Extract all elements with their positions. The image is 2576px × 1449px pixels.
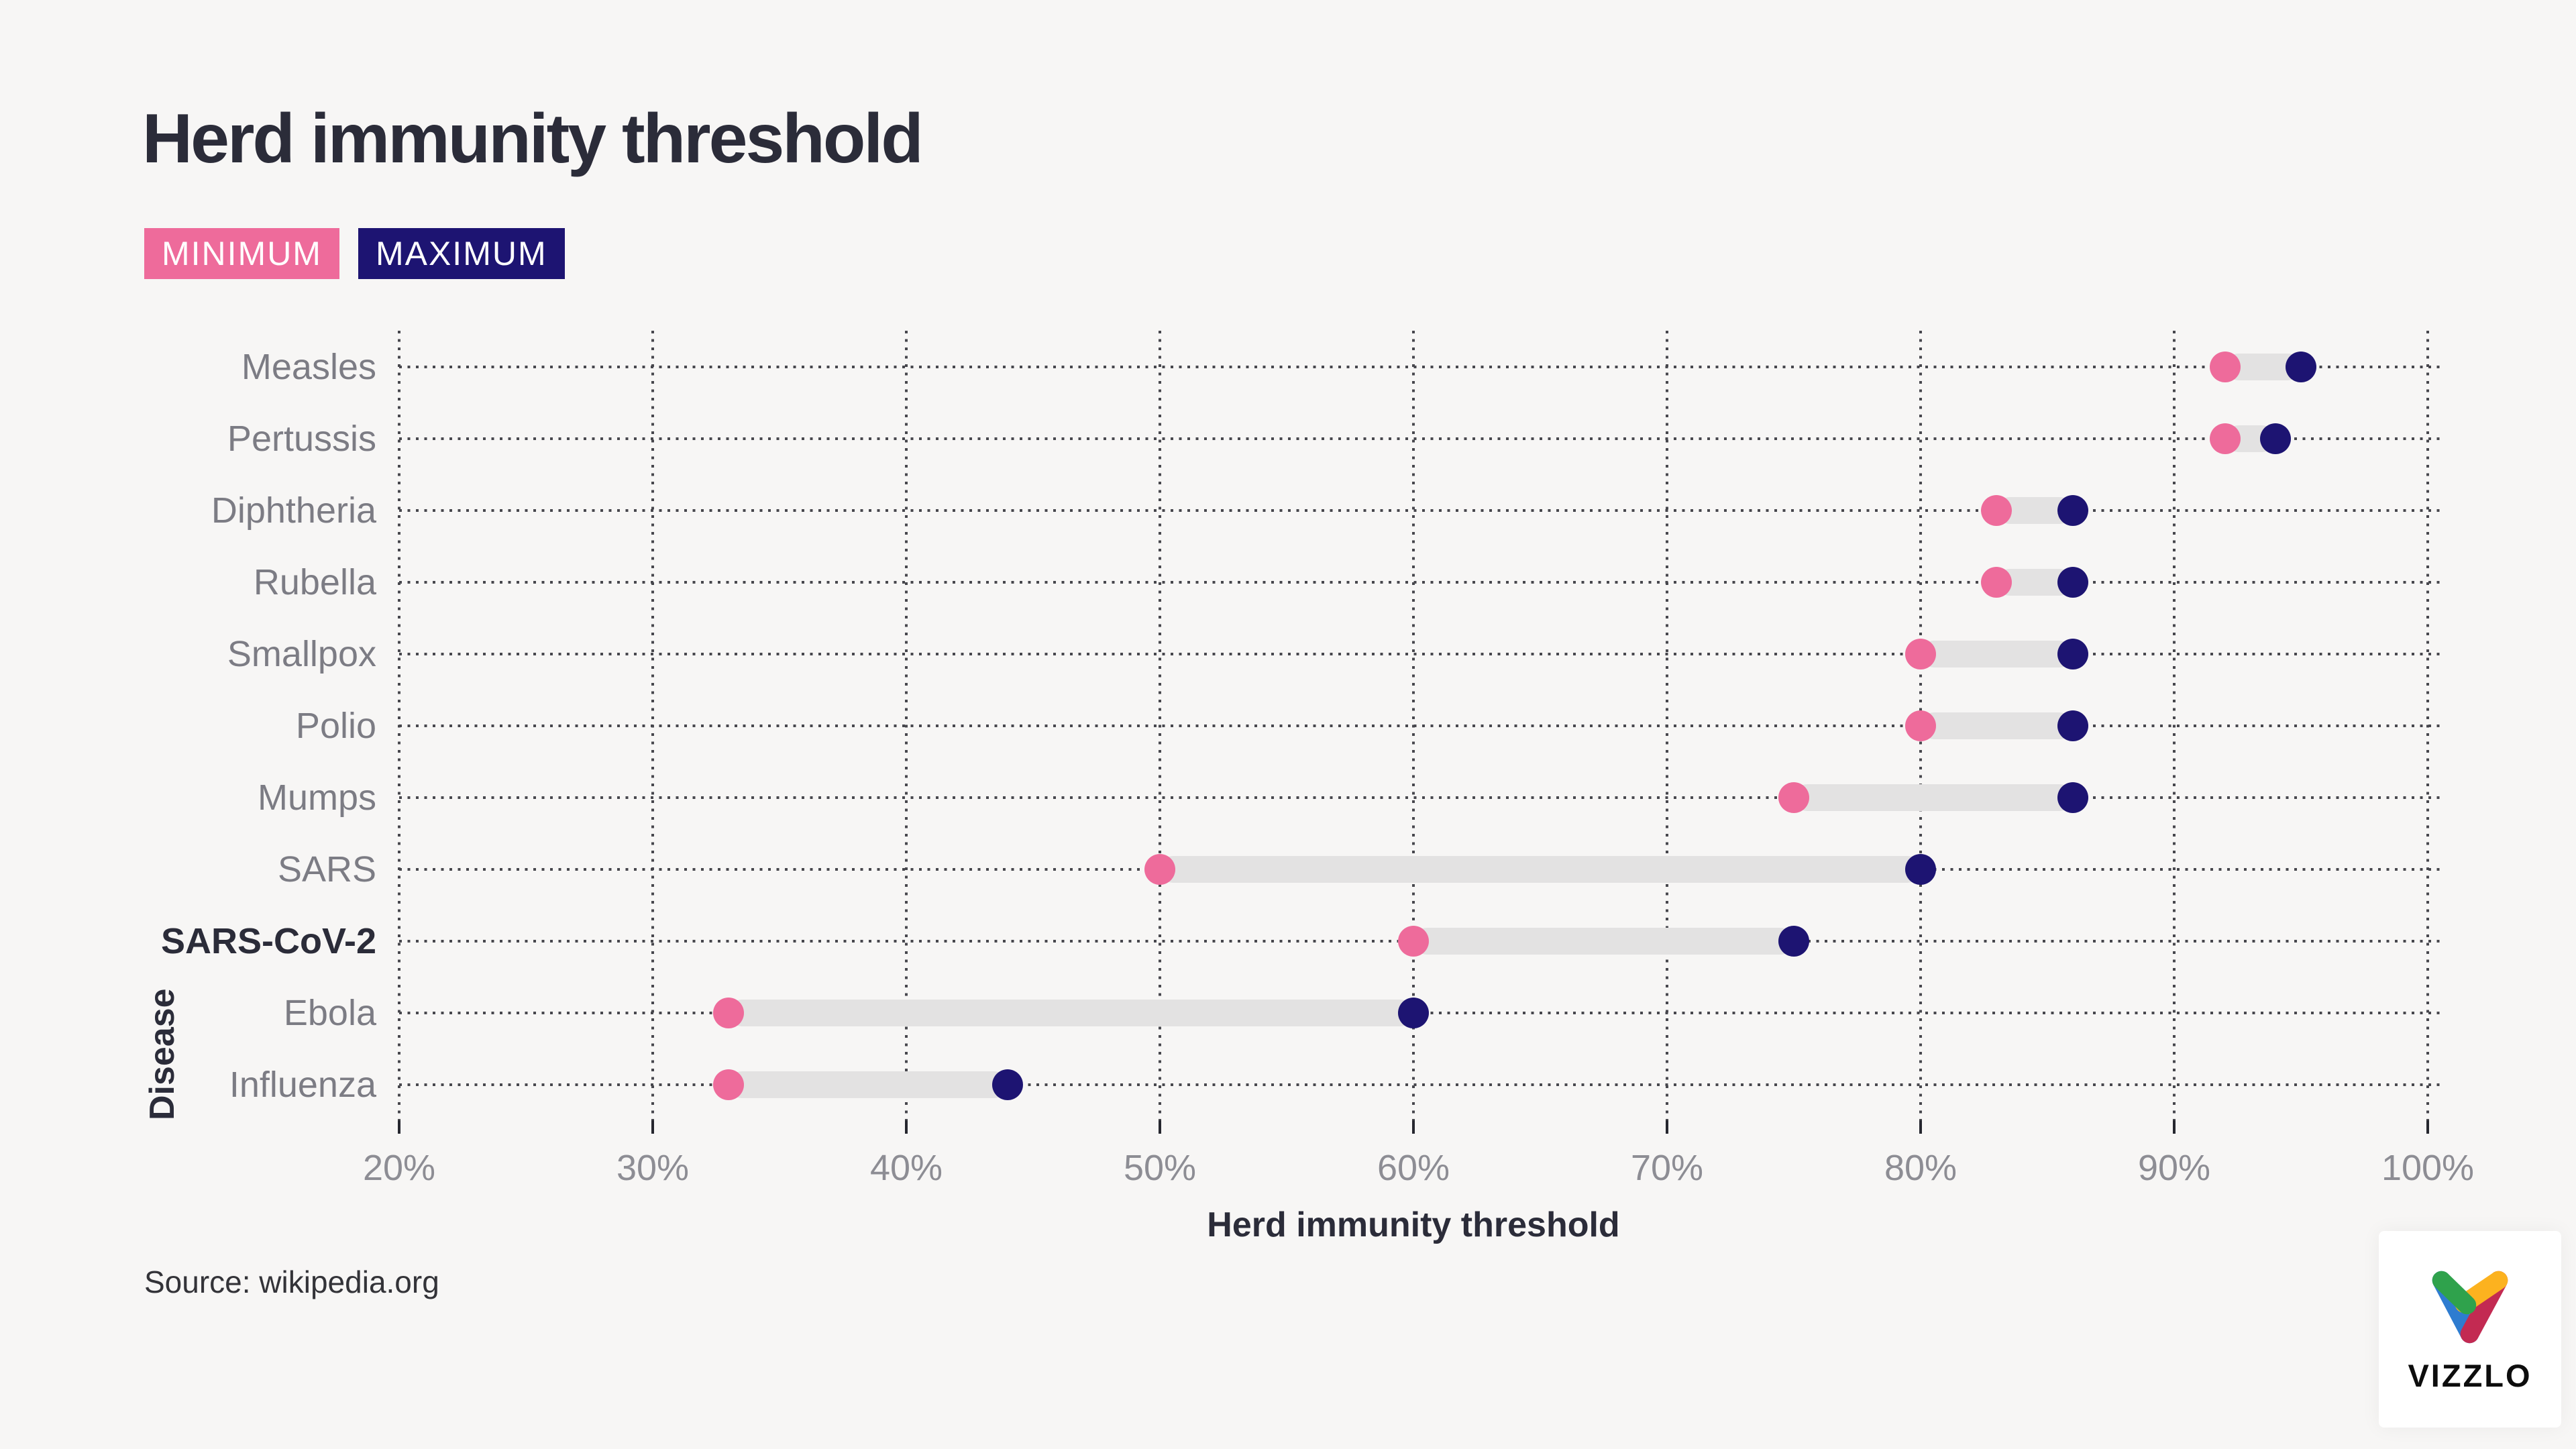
source-note: Source: wikipedia.org — [144, 1265, 439, 1299]
x-tick — [651, 1120, 654, 1134]
minimum-dot — [713, 997, 745, 1028]
disease-label: Ebola — [283, 992, 376, 1033]
gridline-horizontal — [399, 796, 2440, 799]
x-tick-label: 60% — [1377, 1148, 1450, 1188]
x-tick-label: 50% — [1123, 1148, 1197, 1188]
minimum-dot — [1144, 853, 1175, 885]
maximum-dot — [1778, 925, 1809, 957]
x-tick — [398, 1120, 400, 1134]
range-bar — [1794, 784, 2073, 811]
range-bar — [729, 999, 1413, 1026]
maximum-dot — [2057, 782, 2088, 813]
x-tick-label: 20% — [362, 1148, 436, 1188]
x-tick — [1159, 1120, 1161, 1134]
page-title: Herd immunity threshold — [142, 100, 924, 178]
range-bar — [1413, 927, 1794, 955]
x-tick-label: 40% — [869, 1148, 943, 1188]
maximum-dot — [2286, 351, 2316, 382]
maximum-dot — [2057, 494, 2088, 526]
x-tick-label: 90% — [2137, 1148, 2211, 1188]
maximum-dot — [2057, 638, 2088, 669]
minimum-dot — [1981, 494, 2012, 526]
vizzlo-v-icon — [2432, 1271, 2508, 1344]
maximum-dot — [2057, 566, 2088, 598]
x-tick — [905, 1120, 908, 1134]
x-tick-label: 30% — [616, 1148, 690, 1188]
gridline-horizontal — [399, 508, 2440, 512]
range-bar — [1921, 640, 2073, 667]
vizzlo-wordmark: VIZZLO — [2408, 1358, 2532, 1393]
gridline-horizontal — [399, 365, 2440, 368]
minimum-dot — [1981, 566, 2012, 598]
legend-minimum-chip: MINIMUM — [144, 228, 339, 279]
maximum-dot — [1398, 997, 1429, 1028]
x-axis-title: Herd immunity threshold — [1207, 1205, 1620, 1244]
gridline-horizontal — [399, 1083, 2440, 1086]
maximum-dot — [2260, 423, 2292, 454]
minimum-dot — [2209, 351, 2241, 382]
gridline-horizontal — [399, 580, 2440, 584]
range-bar — [729, 1071, 1008, 1098]
legend-maximum-chip: MAXIMUM — [358, 228, 565, 279]
disease-label: Influenza — [229, 1064, 376, 1105]
maximum-dot — [992, 1069, 1024, 1100]
gridline-horizontal — [399, 437, 2440, 440]
maximum-dot — [1905, 853, 1936, 885]
x-tick — [1919, 1120, 1922, 1134]
x-tick — [1412, 1120, 1415, 1134]
minimum-dot — [713, 1069, 745, 1100]
gridline-horizontal — [399, 724, 2440, 727]
x-tick — [1666, 1120, 1668, 1134]
minimum-dot — [2209, 423, 2241, 454]
range-bar — [1921, 712, 2073, 739]
gridline-horizontal — [399, 652, 2440, 655]
plot-area — [398, 331, 2440, 1120]
disease-label: Diphtheria — [211, 490, 376, 531]
disease-label: SARS-CoV-2 — [160, 920, 376, 961]
disease-label: Smallpox — [227, 633, 376, 674]
disease-label: SARS — [277, 849, 376, 890]
x-tick-label: 80% — [1884, 1148, 1957, 1188]
range-bar — [1160, 855, 1921, 883]
maximum-dot — [2057, 710, 2088, 741]
vizzlo-logo: VIZZLO — [2379, 1231, 2561, 1428]
x-tick — [2173, 1120, 2176, 1134]
minimum-dot — [1905, 710, 1936, 741]
minimum-dot — [1778, 782, 1809, 813]
disease-label: Polio — [295, 705, 376, 746]
x-tick-label: 100% — [2381, 1148, 2475, 1188]
minimum-dot — [1398, 925, 1429, 957]
disease-label: Pertussis — [227, 418, 376, 459]
x-tick — [2426, 1120, 2429, 1134]
disease-label: Mumps — [257, 777, 376, 818]
x-tick-label: 70% — [1630, 1148, 1704, 1188]
disease-label: Measles — [241, 346, 376, 387]
disease-label: Rubella — [253, 561, 376, 602]
legend: MINIMUM MAXIMUM — [144, 228, 565, 279]
minimum-dot — [1905, 638, 1936, 669]
